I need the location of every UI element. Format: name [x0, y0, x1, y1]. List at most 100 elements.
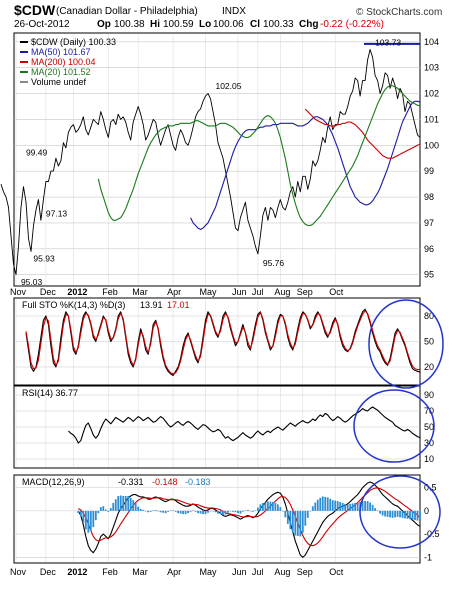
x-tick-label-bottom: Nov	[10, 567, 27, 577]
x-tick-label-top: 2012	[67, 287, 87, 297]
macd-histogram-bar	[279, 507, 282, 511]
x-tick-label-top: Aug	[274, 287, 290, 297]
macd-histogram-bar	[227, 510, 229, 513]
macd-histogram-bar	[209, 510, 212, 512]
macd-histogram-bar	[316, 499, 319, 511]
macd-histogram-bar	[127, 495, 130, 511]
macd-histogram-bar	[202, 510, 204, 515]
x-tick-label-bottom: 2012	[67, 567, 87, 577]
macd-histogram-bar	[281, 510, 284, 512]
rsi-y-tick-label: 70	[424, 406, 434, 416]
low-label: Lo	[199, 19, 211, 30]
macd-histogram-bar	[271, 502, 274, 511]
price-y-tick-label: 98	[424, 192, 434, 202]
macd-histogram-bar	[326, 497, 329, 511]
macd-panel	[13, 474, 421, 564]
macd-histogram-bar	[122, 495, 125, 511]
macd-histogram-bar	[117, 495, 120, 511]
macd-histogram-bar	[129, 497, 132, 511]
macd-histogram-bar	[409, 510, 411, 520]
macd-histogram-bar	[354, 502, 357, 511]
macd-histogram-bar	[114, 499, 117, 511]
macd-histogram-bar	[214, 510, 217, 513]
macd-highlight-circle	[359, 475, 441, 549]
macd-histogram-bar	[139, 509, 142, 511]
x-tick-label-top: Mar	[132, 287, 148, 297]
macd-y-tick-label: 0	[424, 506, 429, 516]
close-value: 100.33	[263, 19, 294, 30]
macd-histogram-bar	[197, 510, 199, 514]
price-y-tick-label: 104	[424, 37, 439, 47]
full_sto-y-tick-label: 80	[424, 311, 434, 321]
macd-histogram-bar	[244, 510, 247, 511]
macd-histogram-bar	[314, 502, 317, 511]
macd-histogram-bar	[309, 510, 312, 512]
macd-histogram-bar	[174, 510, 177, 512]
rsi-highlight-circle	[353, 389, 435, 463]
x-tick-label-bottom: Apr	[167, 567, 181, 577]
price-panel	[13, 32, 421, 287]
price-series-ma-200-	[304, 108, 421, 159]
macd-histogram-bar	[329, 498, 332, 511]
open-value: 100.38	[114, 19, 145, 30]
price-legend-entry: MA(200) 100.04	[31, 57, 96, 67]
price-annotation: 102.05	[215, 81, 241, 91]
macd-histogram-bar	[162, 510, 165, 513]
x-tick-label-top: Sep	[297, 287, 313, 297]
macd-histogram-bar	[137, 506, 140, 511]
macd-histogram-bar	[261, 502, 264, 511]
macd-histogram-bar	[112, 502, 115, 511]
x-tick-label-bottom: Dec	[40, 567, 57, 577]
macd-histogram-bar	[356, 502, 359, 511]
macd-histogram-bar	[319, 497, 322, 511]
macd-histogram-bar	[276, 504, 279, 511]
macd-histogram-bar	[89, 510, 92, 531]
macd-histogram-bar	[204, 510, 207, 515]
macd-histogram-bar	[344, 503, 347, 511]
price-annotation: 95.93	[33, 254, 55, 264]
instrument-name: (Canadian Dollar - Philadelphia)	[56, 6, 198, 17]
macd-histogram-bar	[351, 503, 354, 511]
macd-histogram-bar	[92, 510, 95, 528]
macd-histogram-bar	[252, 510, 254, 512]
x-tick-label-bottom: May	[200, 567, 218, 577]
macd-histogram-bar	[361, 501, 364, 511]
macd-histogram-bar	[222, 510, 224, 516]
macd-histogram-bar	[144, 510, 147, 512]
exchange: INDX	[222, 6, 246, 17]
macd-histogram-bar	[109, 508, 112, 511]
macd-histogram-bar	[99, 507, 102, 511]
macd-histogram-bar	[232, 510, 234, 512]
macd-histogram-bar	[294, 510, 297, 536]
macd-histogram-bar	[411, 510, 414, 520]
macd-histogram-bar	[249, 510, 252, 512]
macd-histogram-bar	[237, 510, 239, 514]
macd-histogram-bar	[77, 510, 80, 514]
macd-histogram-bar	[301, 510, 304, 533]
price-annotation: 99.49	[26, 147, 48, 157]
rsi-series-rsi-14-	[68, 406, 421, 444]
macd-histogram-bar	[79, 510, 82, 517]
price-y-tick-label: 103	[424, 63, 439, 73]
price-series-ma-20-	[97, 85, 421, 227]
macd-histogram-bar	[224, 510, 227, 515]
macd-histogram-bar	[212, 510, 214, 512]
macd-histogram-bar	[364, 501, 367, 511]
price-legend-entry: MA(20) 101.52	[31, 67, 91, 77]
macd-histogram-bar	[416, 510, 419, 521]
macd-histogram-bar	[419, 510, 421, 520]
macd-histogram-bar	[296, 510, 299, 536]
macd-legend-entry: -0.148	[152, 477, 178, 487]
macd-histogram-bar	[346, 504, 349, 511]
macd-histogram-bar	[194, 510, 197, 512]
price-y-tick-label: 95	[424, 270, 434, 280]
macd-histogram-bar	[269, 501, 272, 511]
symbol: $CDW	[14, 2, 56, 18]
macd-histogram-bar	[84, 510, 87, 530]
full_sto-legend-entry: 17.01	[167, 300, 190, 310]
macd-histogram-bar	[399, 510, 401, 518]
high-label: Hi	[150, 19, 160, 30]
x-tick-label-bottom: Mar	[132, 567, 148, 577]
